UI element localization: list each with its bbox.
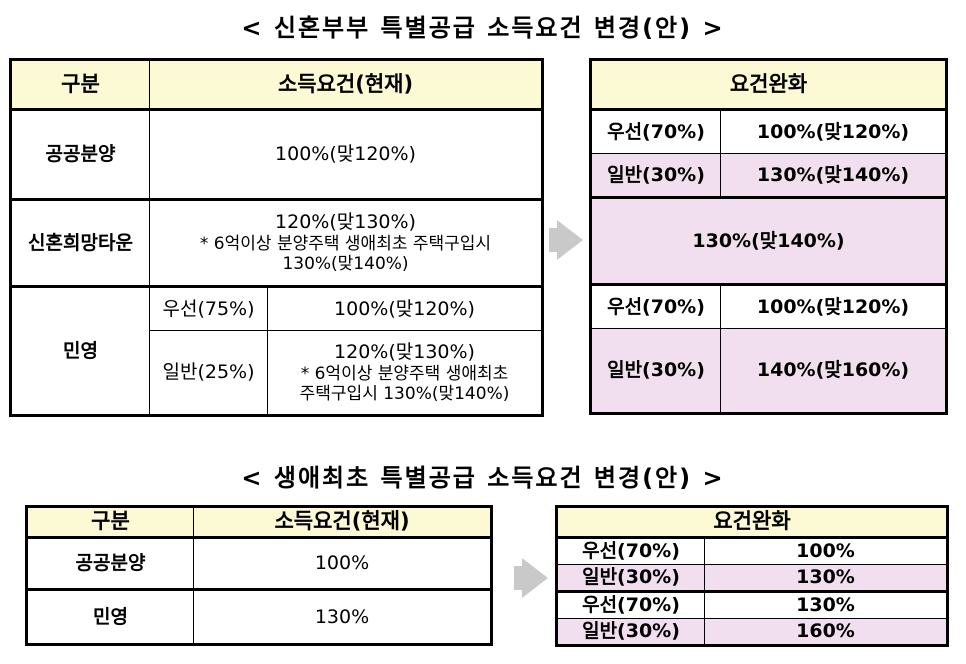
newlywed-current-table: 구분 소득요건(현재) 공공분양 100%(맞120%) 신혼희망타운 120%… bbox=[9, 58, 544, 417]
private-general-label: 일반(25%) bbox=[149, 330, 268, 416]
public-general-value: 130%(맞140%) bbox=[720, 153, 947, 198]
town-income-note-value: 130%(맞140%) bbox=[282, 254, 409, 275]
header-category: 구분 bbox=[10, 59, 150, 111]
r3-label: 우선(70%) bbox=[556, 590, 705, 619]
public-priority-value: 100%(맞120%) bbox=[720, 109, 947, 154]
row-label-newlywed-town: 신혼희망타운 bbox=[10, 198, 150, 287]
row-label-public-2: 공공분양 bbox=[26, 537, 194, 590]
newlywed-relaxed-table: 요건완화 우선(70%) 100%(맞120%) 일반(30%) 130%(맞1… bbox=[589, 58, 948, 415]
header-category-2: 구분 bbox=[26, 506, 194, 539]
town-income-value: 120%(맞130%) * 6억이상 분양주택 생애최초 주택구입시 130%(… bbox=[149, 198, 543, 287]
private-general-relaxed-value: 140%(맞160%) bbox=[720, 328, 947, 414]
header-relaxed: 요건완화 bbox=[590, 59, 947, 111]
town-income-main: 120%(맞130%) bbox=[275, 211, 416, 234]
first-time-current-table: 구분 소득요건(현재) 공공분양 100% 민영 130% bbox=[25, 505, 493, 646]
section1-title: < 신혼부부 특별공급 소득요건 변경(안) > bbox=[241, 14, 725, 42]
private-general-value: 120%(맞130%) * 6억이상 분양주택 생애최초 주택구입시 130%(… bbox=[267, 330, 543, 416]
private-income-value-2: 130% bbox=[193, 588, 492, 645]
town-income-note: * 6억이상 분양주택 생애최초 주택구입시 bbox=[199, 234, 492, 254]
private-priority-relaxed-label: 우선(70%) bbox=[590, 283, 721, 329]
r4-value: 160% bbox=[704, 618, 948, 646]
private-general-main: 120%(맞130%) bbox=[334, 340, 475, 363]
private-priority-value: 100%(맞120%) bbox=[267, 285, 543, 331]
row-label-private: 민영 bbox=[10, 285, 150, 416]
town-relaxed-value: 130%(맞140%) bbox=[590, 196, 947, 285]
private-priority-label: 우선(75%) bbox=[149, 285, 268, 331]
header-current-income: 소득요건(현재) bbox=[149, 59, 543, 111]
private-priority-relaxed-value: 100%(맞120%) bbox=[720, 283, 947, 329]
first-time-relaxed-table: 요건완화 우선(70%) 100% 일반(30%) 130% 우선(70%) 1… bbox=[555, 505, 949, 647]
section2-title: < 생애최초 특별공급 소득요건 변경(안) > bbox=[241, 464, 725, 492]
private-general-note-value: 주택구입시 130%(맞140%) bbox=[299, 383, 510, 404]
public-income-value: 100%(맞120%) bbox=[149, 109, 543, 200]
r1-value: 100% bbox=[704, 537, 948, 565]
private-general-note: * 6억이상 분양주택 생애최초 bbox=[300, 363, 509, 384]
arrow-right-icon bbox=[514, 556, 548, 600]
public-priority-label: 우선(70%) bbox=[590, 109, 721, 154]
r2-value: 130% bbox=[704, 564, 948, 592]
public-general-label: 일반(30%) bbox=[590, 153, 721, 198]
row-label-private-2: 민영 bbox=[26, 588, 194, 645]
public-income-value-2: 100% bbox=[193, 537, 492, 590]
r4-label: 일반(30%) bbox=[556, 618, 705, 646]
r3-value: 130% bbox=[704, 590, 948, 619]
row-label-public: 공공분양 bbox=[10, 109, 150, 200]
arrow-right-icon bbox=[549, 218, 583, 262]
r2-label: 일반(30%) bbox=[556, 564, 705, 592]
private-general-relaxed-label: 일반(30%) bbox=[590, 328, 721, 414]
header-current-income-2: 소득요건(현재) bbox=[193, 506, 492, 539]
r1-label: 우선(70%) bbox=[556, 537, 705, 565]
header-relaxed-2: 요건완화 bbox=[556, 506, 948, 539]
